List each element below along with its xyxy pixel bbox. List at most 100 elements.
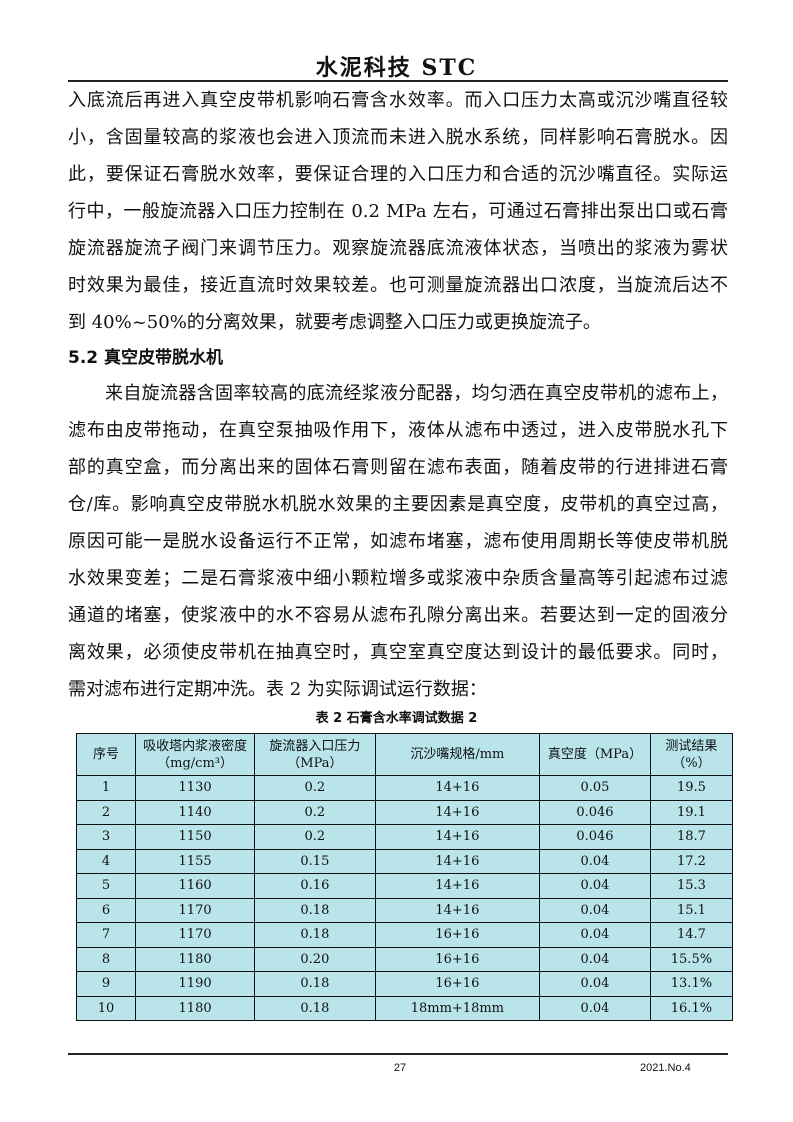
table-cell: 0.2 bbox=[254, 775, 376, 801]
text-line: 小，含固量较高的浆液也会进入顶流而未进入脱水系统，同样影响石膏脱水。因 bbox=[68, 127, 728, 148]
table-cell: 18.7 bbox=[649, 824, 734, 850]
table-cell: 18mm+18mm bbox=[374, 995, 541, 1021]
table-cell: 8 bbox=[75, 946, 137, 972]
table-cell: 0.04 bbox=[539, 873, 651, 899]
table-cell: 0.04 bbox=[539, 946, 651, 972]
table-cell: 0.18 bbox=[254, 971, 376, 997]
column-header: 测试结果 （%） bbox=[649, 733, 734, 776]
article-body: 入底流后再进入真空皮带机影响石膏含水效率。而入口压力太高或沉沙嘴直径较 小，含固量… bbox=[68, 82, 728, 708]
table-cell: 0.04 bbox=[539, 848, 651, 874]
table-cell: 0.04 bbox=[539, 995, 651, 1021]
table-row: 2 1140 0.2 14+16 0.046 19.1 bbox=[75, 799, 734, 825]
text-line: 原因可能一是脱水设备运行不正常，如滤布堵塞，滤布使用周期长等使皮带机脱 bbox=[68, 531, 728, 552]
journal-title: 水泥科技 STC bbox=[315, 55, 478, 81]
text-line: 时效果为最佳，接近直流时效果较差。也可测量旋流器出口浓度，当旋流后达不 bbox=[68, 275, 728, 296]
table-cell: 16+16 bbox=[374, 971, 541, 997]
table-row: 5 1160 0.16 14+16 0.04 15.3 bbox=[75, 873, 734, 899]
table-cell: 16+16 bbox=[374, 922, 541, 948]
table-cell: 0.15 bbox=[254, 848, 376, 874]
table-row: 8 1180 0.20 16+16 0.04 15.5% bbox=[75, 946, 734, 972]
table-cell: 15.1 bbox=[649, 897, 734, 923]
column-header: 吸收塔内浆液密度 （mg/cm³） bbox=[135, 733, 256, 776]
table-cell: 6 bbox=[75, 897, 137, 923]
table-row: 6 1170 0.18 14+16 0.04 15.1 bbox=[75, 897, 734, 923]
table-cell: 1190 bbox=[135, 971, 256, 997]
table-cell: 10 bbox=[75, 995, 137, 1021]
table-row: 1 1130 0.2 14+16 0.05 19.5 bbox=[75, 775, 734, 801]
table-cell: 1130 bbox=[135, 775, 256, 801]
paragraph-1: 入底流后再进入真空皮带机影响石膏含水效率。而入口压力太高或沉沙嘴直径较 小，含固量… bbox=[68, 82, 728, 341]
header-line: （%） bbox=[672, 755, 711, 771]
table-cell: 13.1% bbox=[649, 971, 734, 997]
table-row: 9 1190 0.18 16+16 0.04 13.1% bbox=[75, 971, 734, 997]
table-row: 10 1180 0.18 18mm+18mm 0.04 16.1% bbox=[75, 995, 734, 1021]
text-line: 行中，一般旋流器入口压力控制在 0.2 MPa 左右，可通过石膏排出泵出口或石膏 bbox=[68, 201, 728, 222]
table-caption: 表 2 石膏含水率调试数据 2 bbox=[315, 711, 478, 726]
table-row: 4 1155 0.15 14+16 0.04 17.2 bbox=[75, 848, 734, 874]
table-cell: 14.7 bbox=[649, 922, 734, 948]
text-line: 到 40%~50%的分离效果，就要考虑调整入口压力或更换旋流子。 bbox=[68, 312, 601, 333]
header-rule bbox=[68, 80, 728, 82]
table-cell: 9 bbox=[75, 971, 137, 997]
table-cell: 0.2 bbox=[254, 824, 376, 850]
page-number: 27 bbox=[393, 1062, 407, 1074]
table-cell: 0.18 bbox=[254, 922, 376, 948]
table-cell: 3 bbox=[75, 824, 137, 850]
column-header: 真空度（MPa） bbox=[539, 733, 651, 776]
table-cell: 1150 bbox=[135, 824, 256, 850]
table-row: 7 1170 0.18 16+16 0.04 14.7 bbox=[75, 922, 734, 948]
table-cell: 1180 bbox=[135, 995, 256, 1021]
text-line: 入底流后再进入真空皮带机影响石膏含水效率。而入口压力太高或沉沙嘴直径较 bbox=[68, 90, 728, 111]
header-line: 序号 bbox=[93, 747, 120, 762]
header-line: （mg/cm³） bbox=[157, 755, 234, 771]
table-cell: 1 bbox=[75, 775, 137, 801]
table-cell: 0.18 bbox=[254, 995, 376, 1021]
table-cell: 0.2 bbox=[254, 799, 376, 825]
table-cell: 14+16 bbox=[374, 873, 541, 899]
table-cell: 14+16 bbox=[374, 799, 541, 825]
table-cell: 1180 bbox=[135, 946, 256, 972]
column-header: 旋流器入口压力 （MPa） bbox=[254, 733, 376, 776]
header-line: 测试结果 bbox=[665, 738, 718, 754]
table-cell: 0.18 bbox=[254, 897, 376, 923]
table-cell: 0.04 bbox=[539, 922, 651, 948]
text-line: 离效果，必须使皮带机在抽真空时，真空室真空度达到设计的最低要求。同时， bbox=[68, 642, 728, 663]
header-line: 沉沙嘴规格/mm bbox=[410, 747, 505, 762]
table-cell: 1160 bbox=[135, 873, 256, 899]
table-cell: 1155 bbox=[135, 848, 256, 874]
table-cell: 15.5% bbox=[649, 946, 734, 972]
issue-label: 2021.No.4 bbox=[640, 1062, 691, 1074]
text-line: 此，要保证石膏脱水效率，要保证合理的入口压力和合适的沉沙嘴直径。实际运 bbox=[68, 164, 728, 185]
column-header: 序号 bbox=[75, 733, 137, 776]
table-cell: 19.5 bbox=[649, 775, 734, 801]
table-cell: 0.04 bbox=[539, 971, 651, 997]
text-line: 部的真空盒，而分离出来的固体石膏则留在滤布表面，随着皮带的行进排进石膏 bbox=[68, 457, 728, 478]
table-cell: 17.2 bbox=[649, 848, 734, 874]
text-line: 来自旋流器含固率较高的底流经浆液分配器，均匀洒在真空皮带机的滤布上， bbox=[105, 383, 728, 404]
table-cell: 1170 bbox=[135, 897, 256, 923]
paragraph-2: 来自旋流器含固率较高的底流经浆液分配器，均匀洒在真空皮带机的滤布上， 滤布由皮带拖… bbox=[68, 375, 728, 708]
table-cell: 5 bbox=[75, 873, 137, 899]
table-cell: 16+16 bbox=[374, 946, 541, 972]
table-row: 3 1150 0.2 14+16 0.046 18.7 bbox=[75, 824, 734, 850]
header-line: 旋流器入口压力 bbox=[269, 738, 361, 754]
table-header-row: 序号 吸收塔内浆液密度 （mg/cm³） 旋流器入口压力 （MPa） 沉沙嘴规格/mm 真空… bbox=[75, 733, 734, 776]
table-cell: 2 bbox=[75, 799, 137, 825]
header-line: 吸收塔内浆液密度 bbox=[143, 738, 248, 754]
column-header: 沉沙嘴规格/mm bbox=[374, 733, 541, 776]
table-cell: 16.1% bbox=[649, 995, 734, 1021]
table-cell: 14+16 bbox=[374, 775, 541, 801]
data-table: 序号 吸收塔内浆液密度 （mg/cm³） 旋流器入口压力 （MPa） 沉沙嘴规格/mm 真空… bbox=[75, 733, 734, 1021]
text-line: 水效果变差；二是石膏浆液中细小颗粒增多或浆液中杂质含量高等引起滤布过滤 bbox=[68, 568, 728, 589]
footer-rule bbox=[68, 1053, 728, 1055]
text-line: 滤布由皮带拖动，在真空泵抽吸作用下，液体从滤布中透过，进入皮带脱水孔下 bbox=[68, 420, 728, 441]
text-line: 旋流器旋流子阀门来调节压力。观察旋流器底流液体状态，当喷出的浆液为雾状 bbox=[68, 238, 728, 259]
table-cell: 0.05 bbox=[539, 775, 651, 801]
table-cell: 0.16 bbox=[254, 873, 376, 899]
header-line: （MPa） bbox=[287, 755, 343, 771]
table-cell: 1140 bbox=[135, 799, 256, 825]
table-cell: 0.20 bbox=[254, 946, 376, 972]
table-cell: 14+16 bbox=[374, 848, 541, 874]
header-line: 真空度（MPa） bbox=[547, 747, 643, 762]
text-line: 通道的堵塞，使浆液中的水不容易从滤布孔隙分离出来。若要达到一定的固液分 bbox=[68, 605, 728, 626]
